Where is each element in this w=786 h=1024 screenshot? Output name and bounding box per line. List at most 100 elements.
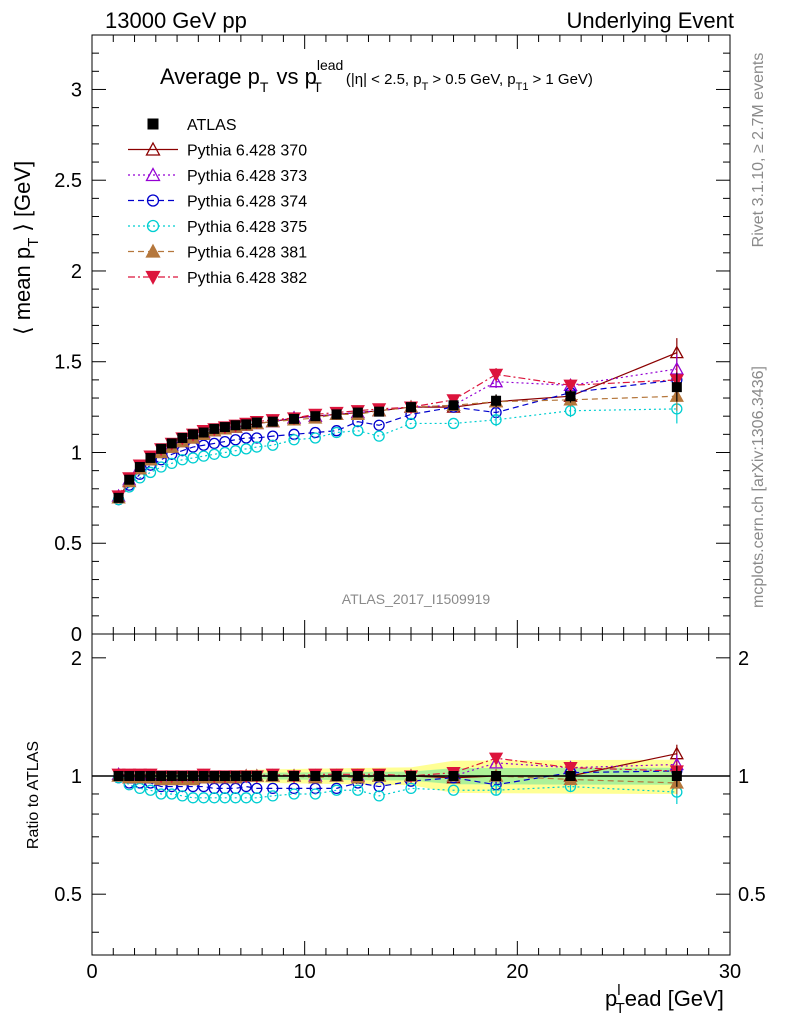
data-point <box>267 782 279 795</box>
data-point <box>209 423 220 434</box>
legend-label: Pythia 6.428 374 <box>187 194 307 211</box>
legend-label: Pythia 6.428 382 <box>187 270 307 287</box>
header-right: Underlying Event <box>566 8 734 33</box>
header-left: 13000 GeV pp <box>105 8 247 33</box>
y-tick-label: 3 <box>71 79 82 101</box>
ylabel-sub: T <box>25 238 42 247</box>
data-point <box>374 406 385 417</box>
data-point <box>176 454 189 466</box>
title-sup: lead <box>317 57 343 73</box>
ratio-panel-series <box>92 744 730 805</box>
data-point <box>405 782 417 795</box>
ratio-tick-label: 2 <box>71 648 82 670</box>
data-point <box>251 771 262 782</box>
ratio-tick-label: 0.5 <box>54 884 82 906</box>
data-point <box>309 432 321 444</box>
legend-item: Pythia 6.428 374 <box>128 194 307 211</box>
title-cut: > 1 GeV) <box>532 71 592 88</box>
data-point <box>241 419 252 430</box>
data-point <box>209 771 220 782</box>
y-tick-label: 1 <box>71 442 82 464</box>
data-point <box>198 427 209 438</box>
data-point <box>156 771 167 782</box>
data-point <box>310 771 321 782</box>
data-point <box>155 461 167 473</box>
y-tick-label: 1.5 <box>54 352 82 374</box>
data-point <box>251 792 263 804</box>
data-point <box>488 374 504 388</box>
data-point <box>406 402 416 413</box>
data-point <box>289 413 300 424</box>
legend: ATLAS Pythia 6.428 370 Pythia 6.428 373 Pyt… <box>128 117 307 287</box>
data-point <box>147 118 159 130</box>
data-point <box>113 771 124 782</box>
data-point <box>124 474 135 485</box>
data-point <box>177 432 188 443</box>
data-point <box>166 771 177 782</box>
data-point <box>490 784 502 796</box>
data-point <box>352 784 364 796</box>
data-point <box>563 379 578 393</box>
title-cut: > 0.5 GeV, p <box>432 71 515 88</box>
data-point <box>219 446 231 459</box>
x-tick-label: 30 <box>719 961 741 983</box>
series-pythia-6-428-381 <box>111 381 684 504</box>
data-point <box>134 771 145 782</box>
data-point <box>146 219 160 233</box>
data-point <box>565 771 576 782</box>
ratio-tick-label: 1 <box>71 766 82 788</box>
data-point <box>208 448 220 460</box>
data-point <box>251 417 262 428</box>
analysis-watermark: ATLAS_2017_I1509919 <box>342 591 491 607</box>
data-point <box>219 422 230 433</box>
data-point <box>448 400 459 411</box>
legend-label: ATLAS <box>187 117 237 134</box>
title-sub: T1 <box>516 81 529 93</box>
data-point <box>146 194 160 207</box>
y-tick-label: 0.5 <box>54 533 82 555</box>
data-point <box>145 167 161 182</box>
series-pythia-6-428-375 <box>112 394 683 506</box>
data-point <box>134 462 145 473</box>
ylabel-part: ⟩ [GeV] <box>10 161 35 232</box>
data-point <box>288 434 300 446</box>
y-tick-label: 2 <box>71 261 82 283</box>
data-point <box>491 395 502 406</box>
data-point <box>166 457 178 470</box>
ratio-tick-label-right: 1 <box>738 766 749 788</box>
ratio-line <box>118 770 677 789</box>
data-point <box>352 425 364 437</box>
ratio-line <box>118 777 677 799</box>
data-point <box>145 452 156 463</box>
series-pythia-6-428-370 <box>111 338 684 504</box>
ratio-series-atlas <box>92 765 730 787</box>
data-point <box>241 771 252 782</box>
x-tick-label: 10 <box>294 961 316 983</box>
data-point <box>309 788 321 800</box>
axes: 0 10 20 30 0 0.5 1 1.5 2 2.5 3 0.5 0.5 1 1 2 2 <box>54 34 766 983</box>
mcplots-label: mcplots.cern.ch [arXiv:1306.3436] <box>750 366 767 608</box>
data-point <box>374 771 385 782</box>
data-point <box>267 439 279 451</box>
data-point <box>289 771 300 782</box>
rivet-label: Rivet 3.1.10, ≥ 2.7M events <box>750 53 767 248</box>
data-point <box>671 382 682 393</box>
data-point <box>288 788 300 800</box>
ratio-tick-label-right: 2 <box>738 648 749 670</box>
legend-item: Pythia 6.428 382 <box>128 270 307 287</box>
data-point <box>166 438 177 449</box>
data-point <box>230 420 241 431</box>
data-point <box>251 432 263 444</box>
data-point <box>406 771 416 782</box>
data-point <box>373 419 385 431</box>
legend-item: ATLAS <box>147 117 237 134</box>
xlabel-part: ead [GeV] <box>625 986 724 1011</box>
data-point <box>188 771 199 782</box>
legend-item: Pythia 6.428 381 <box>128 243 307 262</box>
data-point <box>267 790 279 802</box>
data-point <box>144 784 157 796</box>
legend-item: Pythia 6.428 370 <box>128 141 307 160</box>
data-point <box>565 391 576 402</box>
ratio-tick-label-right: 0.5 <box>738 884 766 906</box>
series-line <box>118 395 677 499</box>
